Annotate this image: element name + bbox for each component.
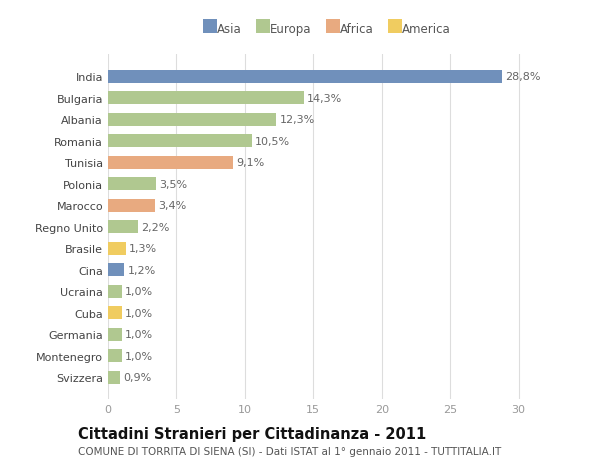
Bar: [108, 113, 277, 127]
Text: 2,2%: 2,2%: [142, 222, 170, 232]
Text: COMUNE DI TORRITA DI SIENA (SI) - Dati ISTAT al 1° gennaio 2011 - TUTTITALIA.IT: COMUNE DI TORRITA DI SIENA (SI) - Dati I…: [78, 446, 501, 456]
Text: 1,0%: 1,0%: [125, 286, 153, 297]
Text: 14,3%: 14,3%: [307, 94, 343, 104]
Bar: [108, 371, 121, 384]
Bar: [108, 199, 155, 212]
Text: 1,0%: 1,0%: [125, 351, 153, 361]
Bar: [108, 349, 122, 362]
Bar: [108, 221, 138, 234]
Bar: [108, 92, 304, 105]
Bar: [108, 307, 122, 319]
Text: 1,0%: 1,0%: [125, 330, 153, 339]
Text: 3,4%: 3,4%: [158, 201, 186, 211]
Text: 1,2%: 1,2%: [128, 265, 156, 275]
Bar: [108, 328, 122, 341]
Bar: [108, 135, 252, 148]
Text: 12,3%: 12,3%: [280, 115, 315, 125]
Text: 28,8%: 28,8%: [506, 72, 541, 82]
Bar: [108, 242, 126, 255]
Text: 9,1%: 9,1%: [236, 158, 264, 168]
Legend: Asia, Europa, Africa, America: Asia, Europa, Africa, America: [203, 23, 451, 36]
Bar: [108, 178, 156, 191]
Text: 3,5%: 3,5%: [160, 179, 187, 189]
Text: 1,3%: 1,3%: [129, 244, 157, 254]
Text: 0,9%: 0,9%: [124, 372, 152, 382]
Text: Cittadini Stranieri per Cittadinanza - 2011: Cittadini Stranieri per Cittadinanza - 2…: [78, 426, 426, 441]
Text: 10,5%: 10,5%: [255, 136, 290, 146]
Bar: [108, 285, 122, 298]
Bar: [108, 71, 502, 84]
Text: 1,0%: 1,0%: [125, 308, 153, 318]
Bar: [108, 157, 233, 169]
Bar: [108, 263, 124, 276]
